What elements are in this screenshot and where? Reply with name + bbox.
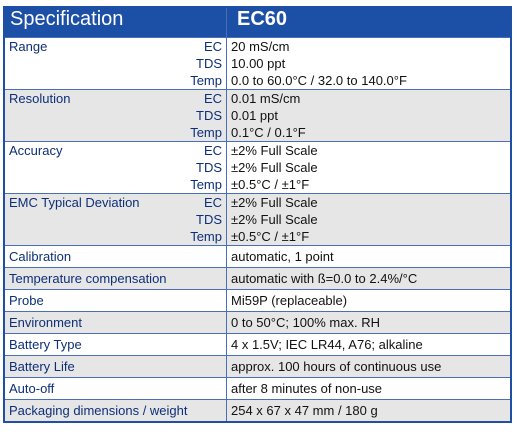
sub-label: Temp bbox=[190, 177, 222, 192]
sub-label: EC bbox=[203, 143, 222, 158]
row-value: ±2% Full Scale bbox=[231, 212, 318, 227]
specification-table: Specification EC60 Range EC TDS Temp 20 m… bbox=[3, 6, 512, 423]
row-value: 0.0 to 60.0°C / 32.0 to 140.0°F bbox=[231, 73, 407, 88]
sub-label: TDS bbox=[196, 56, 222, 71]
row-label: Packaging dimensions / weight bbox=[3, 399, 227, 423]
row-label: Range bbox=[9, 39, 48, 54]
sub-label: Temp bbox=[190, 125, 222, 140]
row-label: Probe bbox=[3, 289, 227, 312]
sub-label: EC bbox=[203, 195, 222, 210]
sub-label: EC bbox=[203, 39, 222, 54]
row-label: Resolution bbox=[9, 91, 71, 106]
row-value: approx. 100 hours of continuous use bbox=[226, 355, 512, 378]
row-value: ±2% Full Scale bbox=[231, 143, 318, 158]
sub-label: TDS bbox=[196, 108, 222, 123]
row-label: EMC Typical Deviation bbox=[9, 195, 140, 210]
row-value: 0 to 50°C; 100% max. RH bbox=[226, 311, 512, 334]
sub-label: TDS bbox=[196, 212, 222, 227]
row-label: Calibration bbox=[3, 245, 227, 268]
row-value: 0.01 mS/cm bbox=[231, 91, 301, 106]
table-row: Temperature compensation automatic with … bbox=[3, 267, 512, 290]
row-value: automatic with ß=0.0 to 2.4%/°C bbox=[226, 267, 512, 290]
row-value: 4 x 1.5V; IEC LR44, A76; alkaline bbox=[226, 333, 512, 356]
row-label: Accuracy bbox=[9, 143, 63, 158]
row-label: Battery Type bbox=[3, 333, 227, 356]
table-row: Packaging dimensions / weight 254 x 67 x… bbox=[3, 399, 512, 423]
table-row: Range EC TDS Temp 20 mS/cm 10.00 ppt 0.0 … bbox=[3, 37, 512, 90]
table-row: Environment 0 to 50°C; 100% max. RH bbox=[3, 311, 512, 334]
row-value: automatic, 1 point bbox=[226, 245, 512, 268]
row-value: 20 mS/cm bbox=[231, 39, 290, 54]
row-value: 254 x 67 x 47 mm / 180 g bbox=[226, 399, 512, 423]
row-label: Temperature compensation bbox=[3, 267, 227, 290]
row-value: 0.01 ppt bbox=[231, 108, 278, 123]
row-label: Auto-off bbox=[3, 377, 227, 400]
row-value: 0.1°C / 0.1°F bbox=[231, 125, 306, 140]
row-value: after 8 minutes of non-use bbox=[226, 377, 512, 400]
row-value: 10.00 ppt bbox=[231, 56, 286, 71]
row-value: ±2% Full Scale bbox=[231, 160, 318, 175]
table-row: Auto-off after 8 minutes of non-use bbox=[3, 377, 512, 400]
row-value: ±2% Full Scale bbox=[231, 195, 318, 210]
row-value: ±0.5°C / ±1°F bbox=[231, 177, 310, 192]
header-model: EC60 bbox=[226, 6, 512, 38]
table-row: Calibration automatic, 1 point bbox=[3, 245, 512, 268]
table-header: Specification EC60 bbox=[3, 6, 512, 38]
header-specification: Specification bbox=[3, 6, 227, 38]
row-value: Mi59P (replaceable) bbox=[226, 289, 512, 312]
table-row: EMC Typical Deviation EC TDS Temp ±2% Ful… bbox=[3, 193, 512, 246]
table-row: Battery Life approx. 100 hours of contin… bbox=[3, 355, 512, 378]
sub-label: Temp bbox=[190, 73, 222, 88]
row-value: ±0.5°C / ±1°F bbox=[231, 229, 310, 244]
sub-label: Temp bbox=[190, 229, 222, 244]
sub-label: TDS bbox=[196, 160, 222, 175]
table-row: Probe Mi59P (replaceable) bbox=[3, 289, 512, 312]
row-label: Battery Life bbox=[3, 355, 227, 378]
table-row: Battery Type 4 x 1.5V; IEC LR44, A76; al… bbox=[3, 333, 512, 356]
sub-label: EC bbox=[203, 91, 222, 106]
table-row: Accuracy EC TDS Temp ±2% Full Scale ±2% F… bbox=[3, 141, 512, 194]
row-label: Environment bbox=[3, 311, 227, 334]
table-row: Resolution EC TDS Temp 0.01 mS/cm 0.01 pp… bbox=[3, 89, 512, 142]
